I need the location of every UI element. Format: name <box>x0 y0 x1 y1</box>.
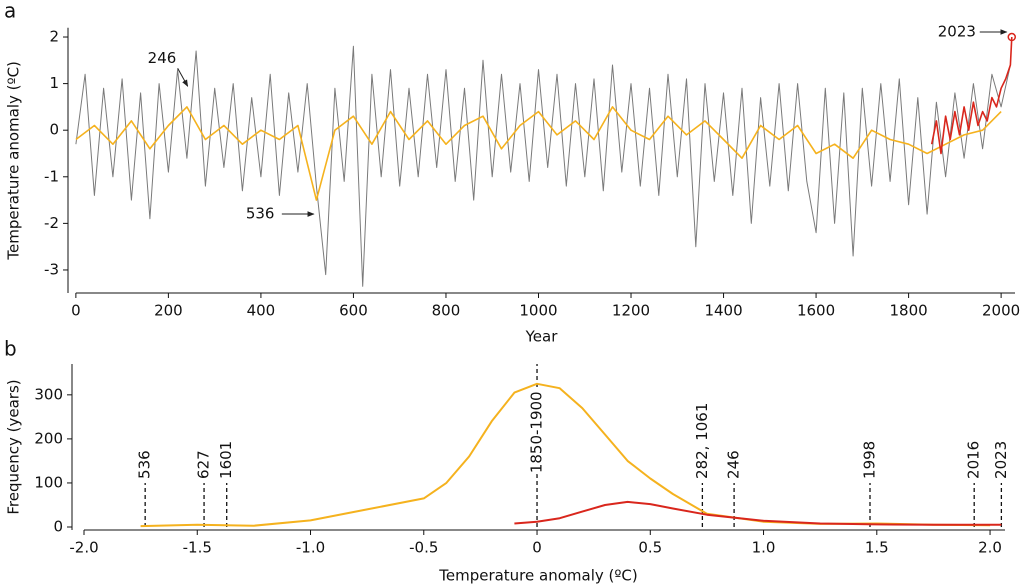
x-tick-label: 0.5 <box>638 539 662 557</box>
series-line <box>75 45 1011 287</box>
x-tick-label: 200 <box>154 302 183 320</box>
x-tick-label: 1800 <box>890 302 928 320</box>
x-tick-label: 1200 <box>612 302 650 320</box>
y-tick-label: 0 <box>49 121 59 139</box>
y-tick-label: 200 <box>34 429 63 447</box>
x-tick-label: 1600 <box>797 302 835 320</box>
annotation: 2023 <box>938 23 976 41</box>
y-tick-label: 0 <box>53 518 63 536</box>
x-tick-label: -1.5 <box>183 539 212 557</box>
y-tick-label: -3 <box>44 260 59 278</box>
y-axis-title: Temperature anomaly (ºC) <box>5 61 23 261</box>
y-tick-label: 1 <box>49 74 59 92</box>
x-tick-label: 400 <box>247 302 276 320</box>
panel-label: a <box>4 0 16 23</box>
marker-label: 627 <box>195 450 213 479</box>
marker-label: 282, 1061 <box>693 403 711 479</box>
marker-label: 2016 <box>965 441 983 479</box>
annotation-arrow <box>177 68 189 87</box>
x-axis-title: Temperature anomaly (ºC) <box>438 567 638 585</box>
series-line <box>930 36 1013 155</box>
marker-label: 1998 <box>860 441 878 479</box>
y-tick-label: 2 <box>49 28 59 46</box>
annotation: 536 <box>246 205 275 223</box>
x-tick-label: 2.0 <box>978 539 1002 557</box>
series-line <box>514 500 1002 526</box>
marker-label: 246 <box>725 450 743 479</box>
y-tick-label: -2 <box>44 214 59 232</box>
y-tick-label: 300 <box>34 385 63 403</box>
series-line <box>75 106 1002 201</box>
marker-label: 2023 <box>992 441 1010 479</box>
x-tick-label: 2000 <box>982 302 1020 320</box>
x-tick-label: 1.5 <box>865 539 889 557</box>
x-tick-label: -0.5 <box>409 539 438 557</box>
x-tick-label: 0 <box>71 302 81 320</box>
y-tick-label: 100 <box>34 473 63 491</box>
annotation: 246 <box>148 49 177 67</box>
x-tick-label: 800 <box>432 302 461 320</box>
panel-label: b <box>4 337 17 361</box>
marker-label: 1850-1900 <box>528 391 546 473</box>
annotation-point <box>1007 32 1017 42</box>
x-tick-label: 0 <box>532 539 542 557</box>
y-axis-title: Frequency (years) <box>5 379 23 514</box>
x-tick-label: -1.0 <box>296 539 325 557</box>
y-tick-label: -1 <box>44 167 59 185</box>
x-tick-label: 1000 <box>519 302 557 320</box>
x-axis-title: Year <box>525 328 559 346</box>
x-tick-label: -2.0 <box>69 539 98 557</box>
x-tick-label: 1400 <box>704 302 742 320</box>
x-tick-label: 600 <box>339 302 368 320</box>
marker-label: 536 <box>136 450 154 479</box>
marker-label: 1601 <box>217 441 235 479</box>
x-tick-label: 1.0 <box>752 539 776 557</box>
